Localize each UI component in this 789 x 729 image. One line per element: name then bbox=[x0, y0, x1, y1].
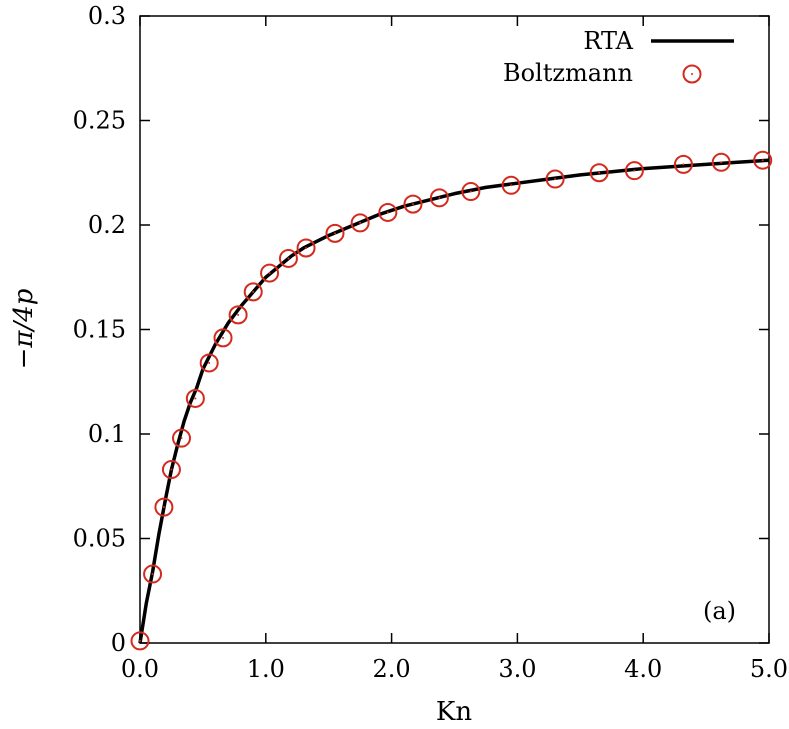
data-point-boltzmann bbox=[154, 497, 174, 517]
data-point-boltzmann bbox=[143, 564, 163, 584]
data-point-boltzmann bbox=[130, 631, 150, 651]
data-point-boltzmann bbox=[199, 353, 219, 373]
data-point-boltzmann bbox=[228, 305, 248, 325]
x-tick-label: 0.0 bbox=[121, 655, 159, 683]
data-point-boltzmann bbox=[161, 460, 181, 480]
data-point-boltzmann bbox=[296, 238, 316, 258]
series-lines bbox=[138, 158, 770, 644]
data-point-boltzmann bbox=[350, 213, 370, 233]
x-tick-label: 2.0 bbox=[373, 655, 411, 683]
data-point-boltzmann bbox=[624, 161, 644, 181]
data-point-boltzmann bbox=[545, 169, 565, 189]
y-axis-label: −π/4p bbox=[9, 288, 39, 369]
series-line-rta bbox=[138, 158, 770, 644]
data-point-boltzmann bbox=[243, 282, 263, 302]
y-tick-label: 0.25 bbox=[73, 107, 126, 135]
y-tick-label: 0.3 bbox=[88, 2, 126, 30]
x-tick-label: 4.0 bbox=[624, 655, 662, 683]
tick-marks bbox=[139, 15, 770, 644]
data-point-boltzmann bbox=[278, 248, 298, 268]
x-tick-label: 1.0 bbox=[247, 655, 285, 683]
data-point-boltzmann bbox=[403, 194, 423, 214]
legend-label-boltzmann: Boltzmann bbox=[503, 59, 633, 87]
y-tick-label: 0.2 bbox=[88, 211, 126, 239]
data-point-boltzmann bbox=[172, 428, 192, 448]
y-tick-label: 0 bbox=[111, 629, 126, 657]
legend-swatch-boltzmann bbox=[682, 64, 702, 84]
legend-swatch-boltzmann-dot bbox=[691, 73, 693, 75]
y-tick-label: 0.1 bbox=[88, 420, 126, 448]
legend-label-rta: RTA bbox=[583, 27, 633, 55]
data-point-boltzmann bbox=[589, 163, 609, 183]
data-point-boltzmann bbox=[753, 150, 773, 170]
x-tick-label: 3.0 bbox=[498, 655, 536, 683]
y-tick-label: 0.05 bbox=[73, 525, 126, 553]
x-tick-label: 5.0 bbox=[750, 655, 788, 683]
plot-frame bbox=[139, 15, 770, 644]
x-axis-label: Kn bbox=[436, 697, 472, 727]
x-tick-labels: 0.0 1.0 2.0 3.0 4.0 5.0 bbox=[121, 655, 788, 683]
data-point-boltzmann bbox=[461, 182, 481, 202]
data-point-boltzmann bbox=[673, 154, 693, 174]
data-point-boltzmann bbox=[378, 202, 398, 222]
y-tick-labels: 0 0.05 0.1 0.15 0.2 0.25 0.3 bbox=[73, 2, 126, 657]
data-point-boltzmann bbox=[185, 388, 205, 408]
y-tick-label: 0.15 bbox=[73, 316, 126, 344]
data-point-boltzmann bbox=[429, 188, 449, 208]
series-markers bbox=[130, 150, 773, 651]
data-point-boltzmann bbox=[501, 175, 521, 195]
data-point-boltzmann bbox=[325, 223, 345, 243]
data-point-boltzmann bbox=[213, 328, 233, 348]
panel-annotation: (a) bbox=[703, 597, 736, 625]
data-point-boltzmann bbox=[260, 263, 280, 283]
legend: RTA Boltzmann bbox=[503, 27, 734, 87]
data-point-boltzmann bbox=[711, 152, 731, 172]
